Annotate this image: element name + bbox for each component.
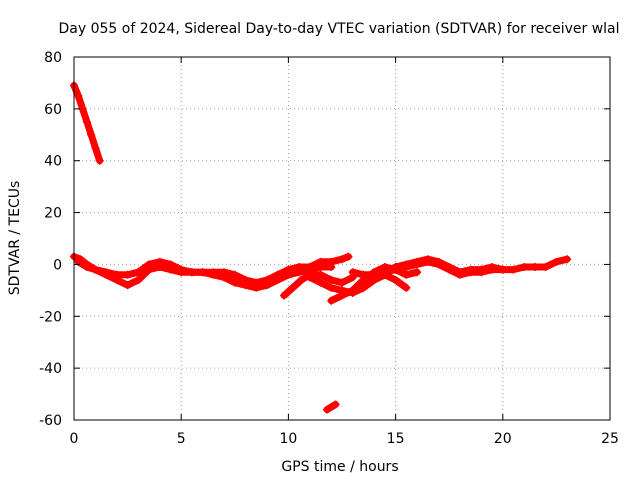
data-point — [348, 268, 357, 277]
data-point — [280, 291, 289, 300]
data-point — [455, 270, 464, 279]
data-point — [359, 283, 368, 292]
data-point — [344, 252, 353, 261]
y-tick-label: 40 — [44, 154, 62, 170]
grid-lines — [74, 57, 610, 420]
data-point — [123, 270, 132, 279]
data-point — [82, 117, 91, 126]
data-point — [391, 275, 400, 284]
data-point — [488, 265, 497, 274]
data-point — [331, 400, 340, 409]
data-point — [322, 405, 331, 414]
data-point — [209, 270, 218, 279]
data-point — [316, 263, 325, 272]
y-tick-label: -40 — [39, 361, 62, 377]
data-point — [434, 260, 443, 269]
y-tick-label: 60 — [44, 102, 62, 118]
data-point — [563, 255, 572, 264]
data-point — [230, 270, 239, 279]
x-tick-label: 25 — [601, 431, 619, 447]
data-point — [338, 291, 346, 300]
data-point — [262, 281, 271, 290]
chart-title: Day 055 of 2024, Sidereal Day-to-day VTE… — [58, 21, 619, 37]
data-point — [187, 268, 196, 277]
axis-ticks: 0 5 10 15 20 25 -60 -40 -20 0 20 40 60 80 — [39, 50, 619, 447]
data-point — [359, 270, 368, 279]
data-point — [123, 281, 132, 290]
data-point — [423, 257, 432, 266]
data-point — [241, 281, 250, 290]
data-point — [327, 296, 336, 305]
data-point — [370, 270, 379, 279]
y-tick-label: 20 — [44, 206, 62, 222]
data-point — [220, 273, 229, 282]
data-point — [198, 268, 207, 277]
data-point — [295, 268, 304, 277]
x-axis-title: GPS time / hours — [281, 459, 398, 475]
data-point — [82, 263, 91, 272]
y-tick-label: -60 — [39, 413, 62, 429]
data-point — [348, 286, 357, 295]
y-tick-label: -20 — [39, 309, 62, 325]
data-point — [338, 278, 346, 287]
data-point — [338, 255, 346, 264]
x-tick-label: 5 — [177, 431, 186, 447]
data-point — [134, 268, 143, 277]
y-tick-label: 0 — [53, 257, 62, 273]
data-point — [541, 263, 550, 272]
data-point — [530, 263, 539, 272]
data-point — [327, 403, 336, 412]
data-point — [509, 265, 518, 274]
data-point — [74, 91, 83, 100]
data-point — [445, 265, 454, 274]
data-point — [134, 275, 143, 284]
x-tick-label: 10 — [279, 431, 297, 447]
data-point — [391, 265, 400, 274]
data-point — [305, 273, 314, 282]
data-point — [166, 265, 175, 274]
data-point — [327, 263, 336, 272]
data-point — [87, 130, 96, 139]
data-point — [155, 263, 164, 272]
x-tick-label: 15 — [387, 431, 405, 447]
data-point — [91, 265, 100, 274]
data-point — [380, 268, 389, 277]
data-point — [327, 275, 336, 284]
x-tick-label: 20 — [494, 431, 512, 447]
y-axis-title: SDTVAR / TECUs — [7, 181, 23, 296]
data-point — [297, 275, 306, 284]
data-point — [316, 270, 325, 279]
series-track-dip-2 — [306, 271, 410, 297]
data-point — [95, 156, 104, 165]
data-point — [284, 270, 293, 279]
plot-frame — [73, 56, 611, 421]
data-point — [230, 278, 239, 287]
data-point — [402, 283, 411, 292]
data-point — [498, 265, 507, 274]
data-point — [102, 270, 111, 279]
x-tick-label: 0 — [70, 431, 79, 447]
data-point — [413, 260, 422, 269]
data-point — [552, 257, 561, 266]
y-tick-label: 80 — [44, 50, 62, 66]
data-point — [327, 283, 336, 292]
data-point — [177, 268, 186, 277]
data-tracks — [70, 81, 572, 414]
data-point — [402, 270, 411, 279]
data-point — [466, 268, 475, 277]
data-point — [520, 263, 529, 272]
data-point — [91, 143, 100, 152]
data-point — [252, 283, 261, 292]
data-point — [273, 275, 282, 284]
data-point — [316, 278, 325, 287]
data-point — [112, 275, 121, 284]
data-point — [145, 265, 154, 274]
data-point — [477, 268, 486, 277]
data-point — [288, 283, 297, 292]
data-point — [413, 268, 422, 277]
data-point — [402, 263, 411, 272]
